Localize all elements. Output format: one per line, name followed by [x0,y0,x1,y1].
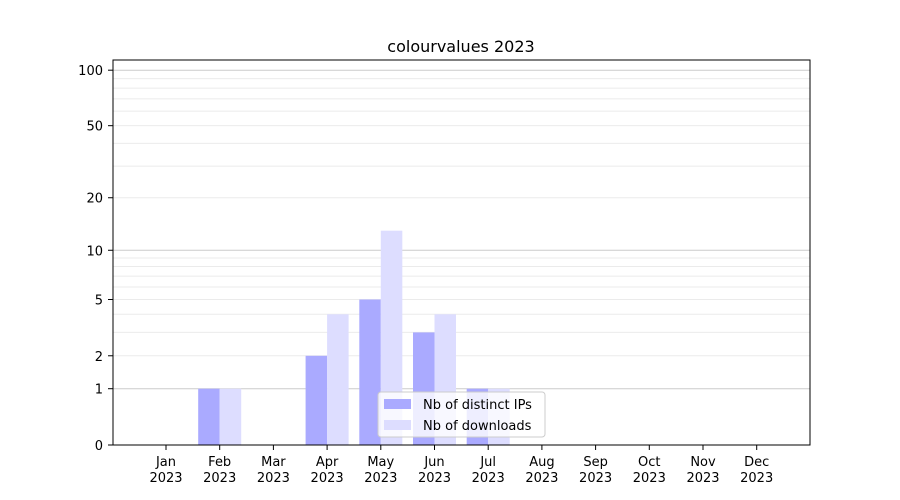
x-tick-label: Jan 2023 [149,455,182,486]
legend-swatch-ips [384,399,411,409]
chart-title: colourvalues 2023 [387,37,534,56]
y-tick-label: 0 [95,439,103,454]
x-tick-label: Oct 2023 [633,455,666,486]
legend-label-downloads: Nb of downloads [423,419,532,434]
x-tick-label: Nov 2023 [686,455,719,486]
y-tick-label: 100 [78,64,103,79]
x-tick-label: Apr 2023 [311,455,344,486]
y-tick-label: 2 [95,350,103,365]
bar-downloads [327,314,349,445]
plot-frame [112,59,811,446]
legend: Nb of distinct IPs Nb of downloads [377,391,546,438]
grid [113,69,810,390]
x-tick-label: Feb 2023 [203,455,236,486]
y-tick-label: 10 [86,244,103,259]
y-tick-label: 20 [86,192,103,207]
y-tick-label: 5 [95,293,103,308]
bar-ips [198,388,220,445]
legend-swatch-downloads [384,420,411,430]
y-tick-label: 50 [86,120,103,135]
legend-label-ips: Nb of distinct IPs [423,398,532,413]
x-tick-label: Mar 2023 [257,455,290,486]
x-tick-label: Aug 2023 [525,455,558,486]
bar-ips [359,299,381,445]
bar-ips [305,355,328,445]
x-tick-label: Jun 2023 [418,455,451,486]
x-tick-label: Sep 2023 [579,455,612,486]
bar-downloads [219,388,242,445]
x-axis: Jan 2023 Feb 2023 Mar 2023 Apr 2023 May 2023 Jun 20… [149,445,773,486]
y-tick-label: 1 [95,383,103,398]
bar-downloads [380,230,403,445]
x-tick-label: Dec 2023 [740,455,773,486]
x-tick-label: May 2023 [364,455,397,486]
x-tick-label: Jul 2023 [472,455,505,486]
y-axis: 0 1 2 5 10 20 50 100 [78,64,113,454]
